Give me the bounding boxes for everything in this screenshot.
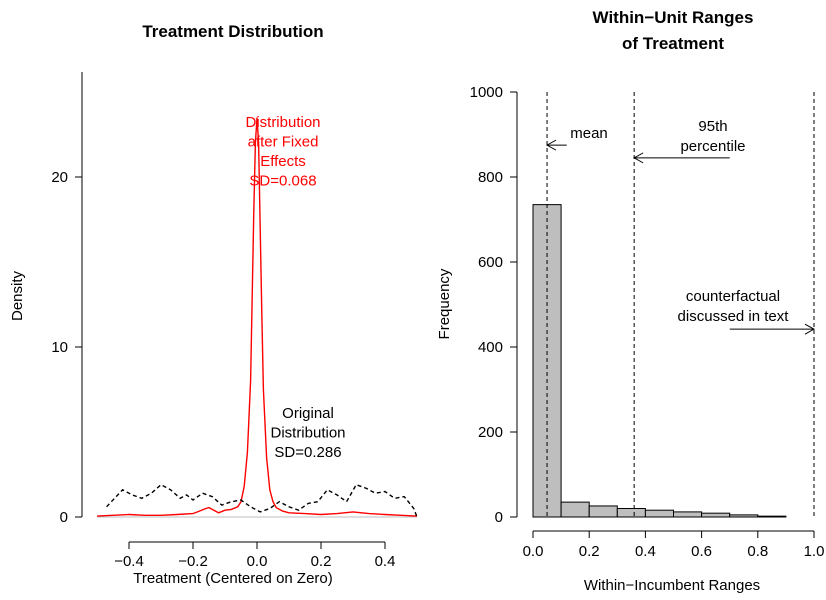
histogram-chart: Within−Unit Ranges of Treatment mean 95th… xyxy=(436,8,824,594)
histogram-x-tick-label: 0.6 xyxy=(691,543,712,560)
mean-annotation-text: mean xyxy=(570,125,608,142)
histogram-bar xyxy=(701,512,731,518)
histogram-bar xyxy=(616,508,646,518)
histogram-y-tick-label: 600 xyxy=(478,254,503,271)
histogram-bar xyxy=(729,514,759,518)
mean-annotation-arrowhead xyxy=(546,139,557,151)
percentile-95-annotation-text: 95th xyxy=(698,118,727,135)
histogram-y-axis-label: Frequency xyxy=(436,268,453,339)
density-y-axis-label: Density xyxy=(9,270,26,321)
histogram-y-tick-label: 1000 xyxy=(470,84,503,101)
fixed-effects-annotation-line: Distribution xyxy=(245,114,320,131)
histogram-y-tick-label: 800 xyxy=(478,169,503,186)
density-y-tick-label: 0 xyxy=(60,509,68,526)
counterfactual-annotation-text: counterfactual xyxy=(686,288,780,305)
histogram-bar xyxy=(673,511,703,518)
histogram-y-tick-label: 400 xyxy=(478,339,503,356)
histogram-title-line-2: of Treatment xyxy=(622,34,724,53)
density-annotations: Distribution after Fixed Effects SD=0.068 Or… xyxy=(245,114,345,461)
histogram-bar xyxy=(644,509,675,518)
density-chart: Treatment Distribution Distribution after… xyxy=(9,22,418,587)
density-y-tick-label: 10 xyxy=(51,339,68,356)
histogram-bars xyxy=(532,204,787,518)
histogram-x-tick-label: 1.0 xyxy=(804,543,825,560)
fixed-effects-annotation-line: Effects xyxy=(260,153,306,170)
original-distribution-line xyxy=(106,483,418,518)
density-x-ticks: −0.4 −0.2 0.0 0.2 0.4 xyxy=(114,541,396,570)
counterfactual-annotation-text: discussed in text xyxy=(678,308,790,325)
histogram-title-line-1: Within−Unit Ranges xyxy=(593,8,754,27)
histogram-bar xyxy=(588,505,618,518)
histogram-annotations: mean 95th percentile counterfactual discusse… xyxy=(546,118,816,335)
fixed-effects-annotation-line: SD=0.068 xyxy=(249,173,316,190)
histogram-x-tick-label: 0.2 xyxy=(579,543,600,560)
counterfactual-annotation-arrowhead xyxy=(804,323,816,335)
density-chart-title: Treatment Distribution xyxy=(142,22,323,41)
histogram-x-axis-label: Within−Incumbent Ranges xyxy=(584,577,760,594)
histogram-x-tick-label: 0.0 xyxy=(523,543,544,560)
histogram-reference-lines xyxy=(546,92,815,517)
density-y-tick-label: 20 xyxy=(51,169,68,186)
fixed-effects-annotation-line: after Fixed xyxy=(248,134,319,151)
original-distribution-annotation-line: Original xyxy=(282,405,334,422)
density-x-axis-label: Treatment (Centered on Zero) xyxy=(133,570,333,587)
density-x-tick-label: 0.0 xyxy=(247,553,268,570)
histogram-x-tick-label: 0.4 xyxy=(635,543,656,560)
density-series xyxy=(96,117,418,518)
histogram-x-ticks: 0.0 0.2 0.4 0.6 0.8 1.0 xyxy=(523,530,825,560)
density-y-ticks: 0 10 20 xyxy=(51,169,82,526)
histogram-bar xyxy=(757,515,787,518)
percentile-95-annotation-arrowhead xyxy=(633,152,644,164)
density-x-tick-label: 0.4 xyxy=(375,553,396,570)
histogram-y-tick-label: 0 xyxy=(495,509,503,526)
percentile-95-annotation-text: percentile xyxy=(680,138,745,155)
original-distribution-annotation-line: Distribution xyxy=(270,425,345,442)
original-distribution-annotation-line: SD=0.286 xyxy=(274,444,341,461)
density-x-tick-label: 0.2 xyxy=(311,553,332,570)
histogram-y-tick-label: 200 xyxy=(478,424,503,441)
histogram-x-tick-label: 0.8 xyxy=(747,543,768,560)
histogram-bar xyxy=(560,501,590,518)
density-x-tick-label: −0.2 xyxy=(178,553,208,570)
fixed-effects-distribution-line xyxy=(96,117,418,517)
histogram-y-ticks: 0 200 400 600 800 1000 xyxy=(470,84,517,526)
density-x-tick-label: −0.4 xyxy=(114,553,144,570)
